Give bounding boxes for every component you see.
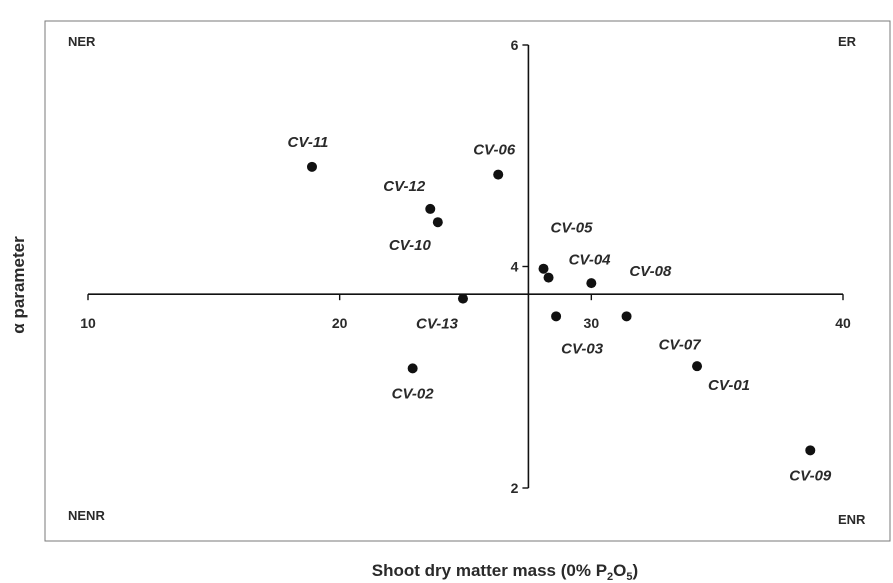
point-label-cv-06: CV-06 xyxy=(473,142,516,159)
data-point-cv-11 xyxy=(306,161,317,172)
data-point-cv-12 xyxy=(425,203,436,214)
x-ticks: 10 20 30 40 xyxy=(80,294,851,331)
x-axis-label-end: ) xyxy=(633,561,639,580)
point-label-cv-12: CV-12 xyxy=(383,178,426,195)
data-point-cv-01 xyxy=(692,361,703,372)
point-label-cv-08: CV-08 xyxy=(629,263,672,280)
y-tick-label: 6 xyxy=(511,37,519,53)
point-label-cv-11: CV-11 xyxy=(288,134,329,151)
plot-frame xyxy=(44,20,891,542)
point-label-cv-01: CV-01 xyxy=(708,377,750,394)
x-tick-label: 40 xyxy=(835,315,851,331)
point-label-cv-10: CV-10 xyxy=(389,237,432,254)
point-label-cv-09: CV-09 xyxy=(789,467,832,484)
data-point-cv-02 xyxy=(407,363,418,374)
data-point-cv-07 xyxy=(621,311,632,322)
y-tick-label: 4 xyxy=(511,259,519,275)
point-label-cv-02: CV-02 xyxy=(392,385,435,402)
data-point-cv-08 xyxy=(586,278,597,289)
y-ticks: 2 4 6 xyxy=(511,37,529,496)
data-points: CV-11 CV-06 CV-12 CV-10 CV-05 CV-04 CV-08 CV-13… xyxy=(288,134,832,485)
quadrant-label-enr: ENR xyxy=(838,512,866,527)
x-axis-label-sub2: 5 xyxy=(626,571,632,583)
x-tick-label: 10 xyxy=(80,315,96,331)
quadrant-label-er: ER xyxy=(838,34,857,49)
data-point-cv-04 xyxy=(543,272,554,283)
point-label-cv-13: CV-13 xyxy=(416,316,459,333)
quadrant-label-ner: NER xyxy=(68,34,96,49)
x-axis-label-mid: O xyxy=(613,561,626,580)
data-point-cv-09 xyxy=(805,445,816,456)
x-axis-label: Shoot dry matter mass (0% P2O5) xyxy=(372,561,638,583)
point-label-cv-04: CV-04 xyxy=(569,252,612,269)
x-tick-label: 30 xyxy=(584,315,600,331)
x-axis-label-sub1: 2 xyxy=(607,571,613,583)
data-point-cv-13 xyxy=(457,293,468,304)
x-axis-label-main: Shoot dry matter mass (0% P xyxy=(372,561,607,580)
data-point-cv-10 xyxy=(432,217,443,228)
point-label-cv-07: CV-07 xyxy=(659,336,702,353)
point-label-cv-05: CV-05 xyxy=(551,220,594,237)
data-point-cv-06 xyxy=(493,169,504,180)
y-axis-label: α parameter xyxy=(9,236,28,334)
quadrant-label-nenr: NENR xyxy=(68,508,105,523)
data-point-cv-05 xyxy=(538,263,549,274)
x-tick-label: 20 xyxy=(332,315,348,331)
y-tick-label: 2 xyxy=(511,480,519,496)
point-label-cv-03: CV-03 xyxy=(561,340,604,357)
data-point-cv-03 xyxy=(551,311,562,322)
